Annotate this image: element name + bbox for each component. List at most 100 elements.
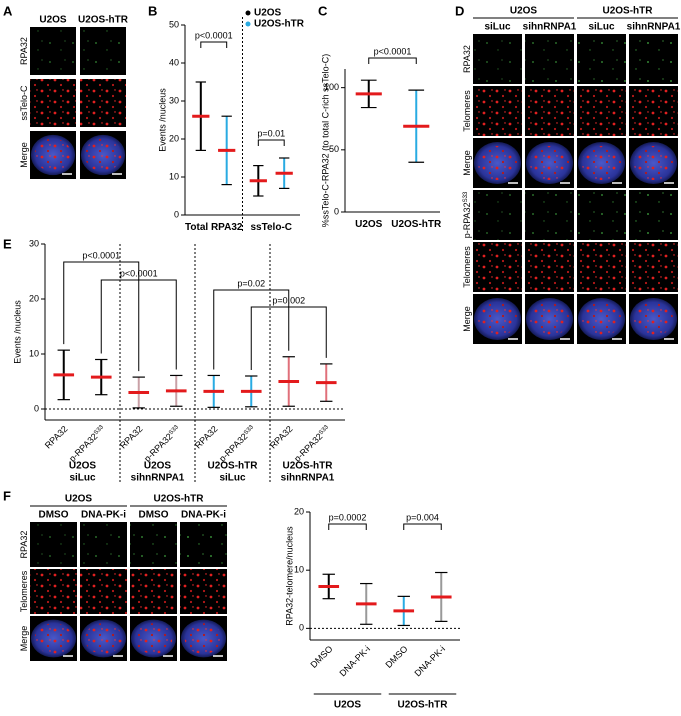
y-tick-label: 30: [169, 95, 179, 105]
group-label: U2OS-hTR: [398, 700, 449, 711]
micrograph-signal: [30, 522, 77, 567]
group-label: U2OS-hTR: [208, 461, 259, 472]
nucleus-foci: [477, 146, 518, 180]
group-label: U2OS: [510, 6, 538, 17]
micrograph-signal: [130, 569, 177, 614]
comparison-bracket: [403, 523, 442, 530]
column-label: sihnRNPA1: [523, 22, 577, 33]
panel-letter: B: [148, 3, 157, 18]
label-text: RPA32: [268, 424, 295, 451]
x-tick-label: RPA32: [268, 424, 295, 451]
comparison-bracket: [100, 279, 177, 370]
x-tick-label: DNA-PK-i: [338, 644, 373, 679]
nucleus-foci: [477, 302, 518, 336]
row-label: ssTelo-C: [19, 85, 29, 121]
column-label: siLuc: [588, 22, 615, 33]
label-text: RPA32: [118, 424, 145, 451]
column-label: DMSO: [139, 510, 169, 521]
y-tick-label: 40: [169, 57, 179, 67]
comparison-bracket: [213, 289, 290, 370]
x-tick-label: p-RPA32S33: [142, 424, 182, 464]
legend-marker: [245, 10, 251, 16]
x-tick-label: U2OS: [355, 219, 383, 230]
column-label: DNA-PK-i: [181, 510, 226, 521]
p-value: p=0.004: [406, 512, 439, 522]
y-tick-label: 100: [324, 82, 339, 92]
legend-label: U2OS: [254, 8, 282, 19]
x-tick-label: RPA32: [43, 424, 70, 451]
micrograph-signal: [30, 569, 77, 614]
nucleus-foci: [581, 302, 622, 336]
group-label: siLuc: [69, 473, 96, 484]
label-text: U2OS: [355, 219, 383, 230]
micrograph-signal: [629, 86, 678, 136]
micrograph-signal: [473, 86, 522, 136]
x-tick-label: RPA32: [118, 424, 145, 451]
comparison-bracket: [368, 57, 417, 64]
group-label: sihnRNPA1: [281, 473, 335, 484]
y-tick-label: 30: [29, 238, 39, 248]
nucleus-foci: [581, 146, 622, 180]
row-label: Merge: [462, 150, 472, 176]
comparison-bracket: [200, 41, 228, 48]
p-value: p=0.0002: [329, 512, 367, 522]
label-superscript: S33: [93, 424, 105, 436]
y-tick-label: 10: [29, 348, 39, 358]
row-label: p-RPA32S33: [462, 191, 472, 238]
group-label: siLuc: [219, 473, 246, 484]
label-text: p-RPA32: [67, 432, 99, 464]
label-text: Merge: [19, 626, 29, 652]
group-label: U2OS: [69, 461, 97, 472]
panel-letter: C: [318, 3, 328, 18]
micrograph-signal: [525, 86, 574, 136]
y-tick-label: 0: [174, 209, 179, 219]
row-label: Merge: [462, 306, 472, 332]
label-text: ssTelo-C: [19, 85, 29, 121]
micrograph-signal: [80, 27, 126, 75]
column-label: DNA-PK-i: [81, 510, 126, 521]
micrograph-signal: [30, 27, 76, 75]
p-value: p<0.0001: [195, 30, 233, 40]
label-text: p-RPA32: [462, 202, 472, 238]
label-superscript: S33: [318, 424, 330, 436]
nucleus-foci: [529, 302, 570, 336]
y-tick-label: 0: [299, 623, 304, 633]
nucleus-foci: [184, 623, 223, 654]
row-label: Merge: [19, 626, 29, 652]
label-text: Merge: [462, 306, 472, 332]
column-label: U2OS: [39, 15, 67, 26]
micrograph-signal: [577, 190, 626, 240]
micrograph-signal: [473, 34, 522, 84]
micrograph-signal: [80, 569, 127, 614]
micrograph-signal: [80, 522, 127, 567]
label-text: p-RPA32: [292, 432, 324, 464]
nucleus-foci: [134, 623, 173, 654]
x-tick-label: U2OS-hTR: [391, 219, 442, 230]
row-label: Telomeres: [462, 246, 472, 288]
micrograph-signal: [577, 86, 626, 136]
micrograph-signal: [473, 242, 522, 292]
micrograph-signal: [80, 79, 126, 127]
x-tick-label: RPA32: [193, 424, 220, 451]
column-label: sihnRNPA1: [627, 22, 681, 33]
micrograph-signal: [577, 242, 626, 292]
nucleus-foci: [529, 146, 570, 180]
group-label: U2OS: [65, 494, 93, 505]
label-text: Total RPA32: [185, 222, 243, 233]
label-text: RPA32: [462, 45, 472, 73]
nucleus-foci: [34, 138, 72, 172]
row-label: RPA32: [462, 45, 472, 73]
x-tick-label: DMSO: [309, 644, 335, 670]
micrograph-signal: [629, 34, 678, 84]
label-text: ssTelo-C: [251, 222, 293, 233]
comparison-bracket: [250, 306, 327, 370]
row-label: Merge: [19, 142, 29, 168]
panel-letter: F: [3, 488, 11, 503]
column-label: DMSO: [39, 510, 69, 521]
column-label: siLuc: [484, 22, 511, 33]
x-tick-label: p-RPA32S33: [67, 424, 107, 464]
y-tick-label: 50: [329, 144, 339, 154]
label-text: p-RPA32: [217, 432, 249, 464]
micrograph-signal: [180, 522, 227, 567]
